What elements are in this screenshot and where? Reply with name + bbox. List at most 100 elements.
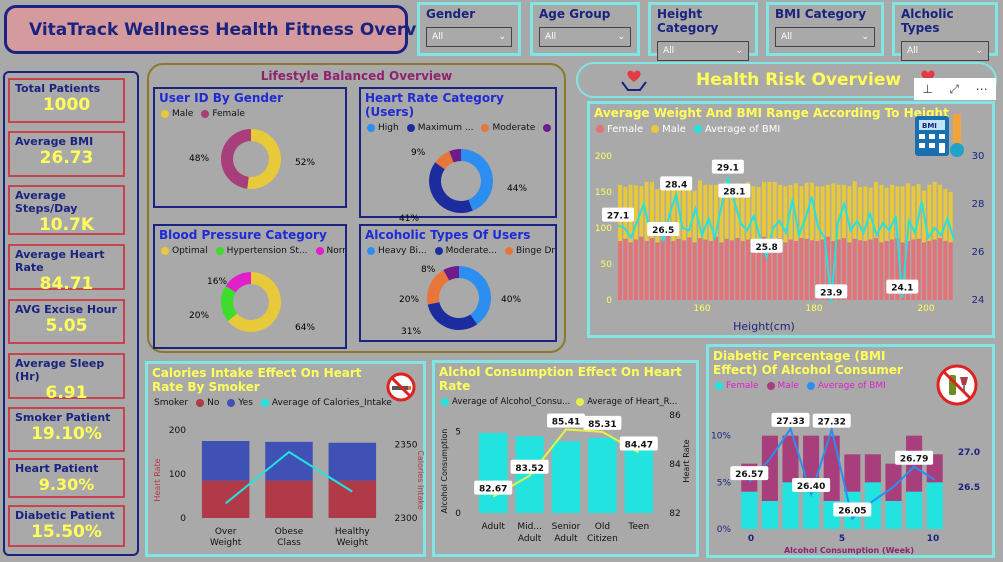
height-category-dropdown[interactable]: All ⌄ xyxy=(657,41,749,61)
y-tick-label: 200 xyxy=(169,426,186,436)
bar-male xyxy=(831,183,836,241)
legend-item: Male xyxy=(766,381,799,391)
kpi-average-sleep: Average Sleep (Hr) 6.91 xyxy=(8,353,125,403)
filter-height-category[interactable]: Height Category All ⌄ xyxy=(648,2,758,61)
bar-female xyxy=(767,240,772,300)
data-label-box xyxy=(815,284,848,299)
x-tick-label: Adult xyxy=(481,522,505,532)
kpi-value: 9.30% xyxy=(38,475,95,494)
bar-male xyxy=(810,182,814,241)
bar-female xyxy=(794,240,798,300)
donut-slice-normal xyxy=(225,272,251,293)
pin-icon[interactable]: ⊥ xyxy=(922,82,933,96)
bar-female xyxy=(639,236,644,300)
x-tick-label: Adult xyxy=(554,534,578,544)
bmi-category-dropdown[interactable]: All ⌄ xyxy=(775,27,875,47)
x-tick-label: Senior xyxy=(552,522,581,532)
filter-gender[interactable]: Gender All ⌄ xyxy=(417,2,521,56)
filter-bmi-category[interactable]: BMI Category All ⌄ xyxy=(766,2,884,56)
data-label-box xyxy=(510,459,549,474)
bar-male xyxy=(884,187,889,241)
bar-female xyxy=(788,239,793,300)
bar-male xyxy=(655,189,660,243)
bar-male xyxy=(782,435,799,483)
donut-slice-heavy-binge xyxy=(459,266,491,325)
y2-tick-label: 86 xyxy=(669,411,681,421)
filter-alcoholic-types[interactable]: Alcholic Types All ⌄ xyxy=(892,2,998,61)
more-options-icon[interactable]: ⋯ xyxy=(975,82,988,96)
age-group-dropdown[interactable]: All ⌄ xyxy=(539,27,631,47)
y-tick-label: 0 xyxy=(606,296,612,306)
x-tick-label: Adult xyxy=(518,534,542,544)
y2-tick-label: 30 xyxy=(972,151,985,162)
dropdown-value: All xyxy=(781,32,793,42)
x-tick-label: 10 xyxy=(927,534,940,544)
x-tick-label: Over xyxy=(215,527,237,537)
data-label: 27.32 xyxy=(817,418,845,428)
bar-female xyxy=(836,239,841,300)
filter-age-group[interactable]: Age Group All ⌄ xyxy=(530,2,640,56)
bar-female xyxy=(698,238,702,300)
bar-female xyxy=(682,240,686,300)
y2-axis-label: Calories Intake xyxy=(416,450,424,510)
slice-label: 48% xyxy=(189,154,209,164)
slice-label: 31% xyxy=(401,327,421,337)
bar-male xyxy=(820,186,825,240)
legend-item: Average of BMI xyxy=(693,124,780,135)
visual-toolbar: ⊥ ⤢ ⋯ xyxy=(914,78,996,100)
weight-bmi-panel[interactable]: Average Weight And BMI Range According T… xyxy=(587,101,995,338)
diabetic-panel[interactable]: Diabetic Percentage (BMI Effect) Of Alco… xyxy=(706,344,995,558)
bar-non-smoker xyxy=(328,480,377,518)
bar-female xyxy=(916,238,921,300)
kpi-label: AVG Excise Hour xyxy=(15,303,117,316)
chart-title: Calories Intake Effect On Heart Rate By … xyxy=(152,366,362,394)
heart-rate-card[interactable]: Heart Rate Category (Users) High Maximum… xyxy=(359,87,557,224)
legend-item: Average of Alcohol_Consu... xyxy=(441,397,570,407)
donut-slice-low xyxy=(449,149,461,163)
legend-item: Average of Calories_Intake xyxy=(260,398,392,408)
bar-female xyxy=(783,242,788,300)
kpi-label: Diabetic Patient xyxy=(15,509,115,522)
focus-mode-icon[interactable]: ⤢ xyxy=(949,81,960,96)
bar-female xyxy=(879,242,884,300)
bar-female xyxy=(782,482,799,529)
bar-female xyxy=(623,238,628,300)
diabetic-chart: 0% 5% 10% 26.5 27.0 26.57 27.33 27.32 26.40 26.0… xyxy=(711,412,980,555)
y2-tick-label: 2350 xyxy=(395,441,418,451)
data-label: 27.33 xyxy=(776,417,804,427)
kpi-label: Average Sleep (Hr) xyxy=(15,357,105,383)
bar-female xyxy=(868,239,873,300)
x-tick-label: 0 xyxy=(748,534,754,544)
alcohol-heart-panel[interactable]: Alchol Consumption Effect On Heart Rate … xyxy=(432,360,699,557)
bar-male xyxy=(724,181,729,239)
bar-male xyxy=(783,186,788,243)
bar-alcohol xyxy=(624,447,653,513)
blood-pressure-donut: 64% 20% 16% xyxy=(189,272,315,333)
chevron-down-icon: ⌄ xyxy=(975,46,983,56)
alcohol-types-donut: 40% 31% 20% 8% xyxy=(399,265,521,337)
alcohol-types-card[interactable]: Alcoholic Types Of Users Heavy Bi... Mod… xyxy=(359,224,557,342)
bar-female xyxy=(692,242,697,300)
blood-pressure-card[interactable]: Blood Pressure Category Optimal Hyperten… xyxy=(153,224,347,349)
calories-panel[interactable]: Calories Intake Effect On Heart Rate By … xyxy=(145,361,426,557)
legend-item: High xyxy=(367,123,399,133)
slice-label: 20% xyxy=(189,311,209,321)
bar-female xyxy=(719,242,724,300)
bar-male xyxy=(671,183,676,241)
filter-label: Age Group xyxy=(539,7,611,21)
legend-item: Maximum ... xyxy=(406,123,473,133)
x-tick-label: 180 xyxy=(805,304,822,314)
gender-dropdown[interactable]: All ⌄ xyxy=(426,27,512,47)
bar-female xyxy=(761,501,778,529)
data-label-box xyxy=(647,222,680,236)
slice-label: 40% xyxy=(501,295,521,305)
kpi-average-bmi: Average BMI 26.73 xyxy=(8,131,125,177)
slice-label: 20% xyxy=(399,295,419,305)
slice-label: 52% xyxy=(295,158,315,168)
data-label-box xyxy=(730,466,769,481)
bar-alcohol xyxy=(479,432,508,513)
alcoholic-types-dropdown[interactable]: All ⌄ xyxy=(901,41,989,61)
gender-card[interactable]: User ID By Gender Male Female 52% 48% xyxy=(153,87,347,208)
x-tick-label: Mid... xyxy=(517,522,542,532)
dashboard-title: VitaTrack Wellness Health Fitness Overvi… xyxy=(4,5,449,54)
